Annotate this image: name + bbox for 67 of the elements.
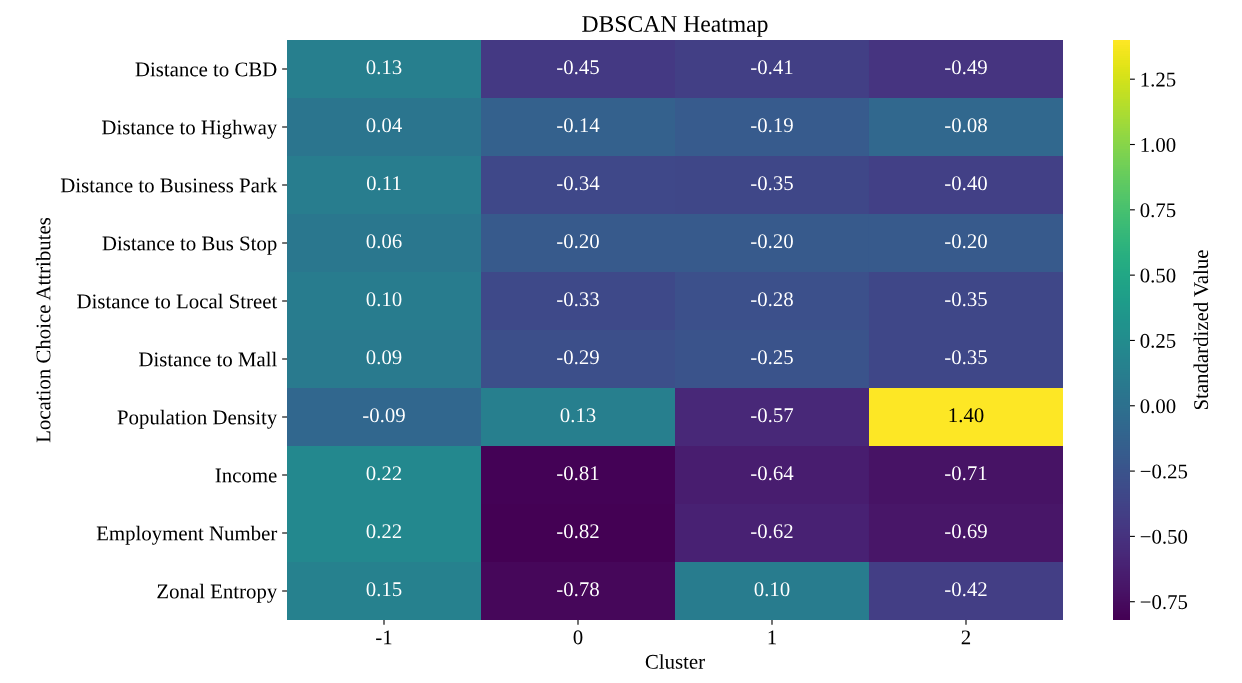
color-bar-label: 0.50 xyxy=(1140,268,1176,283)
x-axis-title: Cluster xyxy=(645,654,705,669)
data-label: -0.78 xyxy=(557,582,599,597)
data-label: -0.71 xyxy=(945,466,987,481)
data-label: -0.57 xyxy=(751,408,794,423)
y-tick-label: Income xyxy=(215,468,277,483)
data-label: -0.19 xyxy=(751,118,793,133)
data-label: -0.20 xyxy=(945,234,987,249)
color-bar-label: −0.25 xyxy=(1140,464,1188,479)
data-label: -0.64 xyxy=(751,466,794,481)
color-bar-label: 0.25 xyxy=(1140,333,1176,348)
data-label: -0.34 xyxy=(557,176,600,191)
data-label: -0.33 xyxy=(557,292,599,307)
data-label: 0.22 xyxy=(366,466,402,481)
data-label: -0.20 xyxy=(557,234,599,249)
data-label: 0.22 xyxy=(366,524,402,539)
color-bar-label: 0.00 xyxy=(1140,399,1176,414)
data-label: 0.13 xyxy=(560,408,596,423)
y-tick-label: Employment Number xyxy=(96,525,278,545)
y-tick-label: Distance to Business Park xyxy=(60,177,278,193)
data-label: 0.11 xyxy=(366,176,401,191)
data-label: -0.25 xyxy=(751,350,793,365)
color-bar-label: −0.75 xyxy=(1140,595,1188,610)
data-label: -0.09 xyxy=(363,408,405,423)
data-label: 0.06 xyxy=(366,234,402,249)
data-label: 0.15 xyxy=(366,582,402,597)
data-label: 0.09 xyxy=(366,350,402,365)
data-label: -0.28 xyxy=(751,292,793,307)
data-label: 0.10 xyxy=(366,292,402,307)
x-tick-label: 1 xyxy=(768,630,776,645)
data-label: -0.49 xyxy=(945,60,987,75)
color-bar-label: −0.50 xyxy=(1140,529,1188,544)
data-label: -0.81 xyxy=(557,466,599,481)
data-label: -0.62 xyxy=(751,524,793,539)
data-label: -0.35 xyxy=(945,350,987,365)
data-label: -0.14 xyxy=(557,118,600,133)
data-label: -0.35 xyxy=(751,176,793,191)
x-tick-label: -1 xyxy=(376,630,392,645)
color-bar-label: 0.75 xyxy=(1140,203,1176,218)
data-label: 0.13 xyxy=(366,60,402,75)
y-axis-title: Location Choice Attributes xyxy=(35,217,51,443)
data-label: -0.82 xyxy=(557,524,599,539)
data-label: -0.40 xyxy=(945,176,987,191)
color-bar-label: 1.25 xyxy=(1141,72,1176,87)
chart-title: DBSCAN Heatmap xyxy=(582,16,768,37)
color-bar-label: 1.00 xyxy=(1141,137,1176,153)
data-label: -0.42 xyxy=(945,582,987,597)
data-label: -0.41 xyxy=(751,60,793,75)
x-tick-label: 2 xyxy=(961,630,971,645)
y-tick-label: Zonal Entropy xyxy=(157,583,278,603)
color-bar-title: Standardized Value xyxy=(1193,250,1209,410)
data-label: 0.04 xyxy=(366,118,402,133)
data-label: -0.35 xyxy=(945,292,987,307)
data-label: -0.08 xyxy=(945,118,987,133)
data-label: -0.29 xyxy=(557,350,599,365)
y-tick-label: Distance to Local Street xyxy=(77,293,278,309)
data-label: -0.69 xyxy=(945,524,987,539)
data-label: 0.10 xyxy=(754,582,790,597)
y-tick-label: Distance to Mall xyxy=(139,351,277,367)
y-tick-label: Distance to CBD xyxy=(135,62,277,77)
x-tick-label: 0 xyxy=(573,630,583,645)
data-label: -0.45 xyxy=(557,60,599,75)
data-label: 1.40 xyxy=(949,408,984,423)
y-tick-label: Population Density xyxy=(117,409,278,429)
data-label: -0.20 xyxy=(751,234,793,249)
y-tick-label: Distance to Highway xyxy=(101,119,278,139)
y-tick-label: Distance to Bus Stop xyxy=(102,236,277,255)
